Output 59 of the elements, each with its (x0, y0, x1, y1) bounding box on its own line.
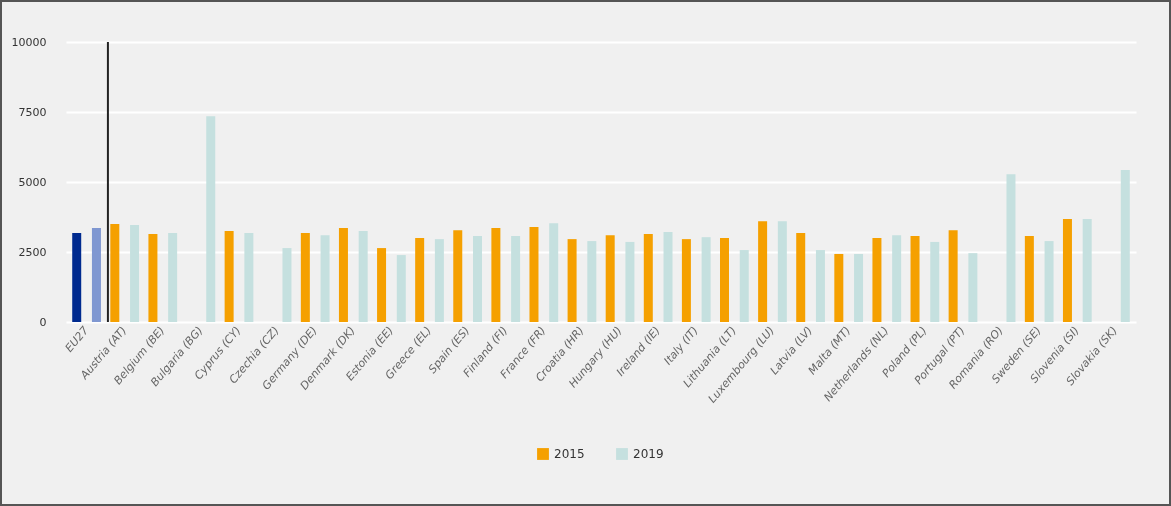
bar (930, 241, 940, 322)
bar (434, 239, 444, 322)
bar (130, 225, 140, 322)
bar (663, 232, 673, 322)
bar (872, 238, 882, 322)
bar (948, 230, 958, 322)
bar (1024, 236, 1034, 322)
bar (910, 236, 920, 322)
bar (1082, 218, 1092, 322)
bar (1062, 218, 1072, 322)
bar (358, 231, 368, 322)
legend-label: 2015 (554, 447, 585, 461)
bar (625, 241, 635, 322)
bar (472, 236, 482, 322)
bar (320, 235, 330, 322)
bar (300, 232, 310, 322)
bar (206, 116, 216, 322)
bar (224, 231, 234, 322)
y-tick-label: 0 (39, 315, 47, 329)
bar (338, 227, 348, 322)
bar (720, 238, 730, 322)
bar (244, 232, 254, 322)
bar (739, 250, 749, 322)
bar (777, 221, 787, 322)
bar (91, 227, 101, 322)
bar (796, 232, 806, 322)
bar (587, 241, 597, 322)
bar (168, 232, 178, 322)
bar (282, 248, 292, 322)
bar (968, 253, 978, 322)
bar (681, 239, 691, 322)
bar (815, 250, 825, 322)
bar (549, 223, 559, 322)
legend-label: 2019 (633, 447, 664, 461)
bar (892, 235, 902, 322)
bar (854, 253, 864, 322)
bar (511, 236, 521, 322)
y-tick-label: 10000 (11, 35, 47, 49)
bar (758, 221, 768, 322)
bar (567, 239, 577, 322)
bar (1044, 241, 1054, 322)
bar (529, 227, 539, 322)
bar (110, 224, 120, 322)
bar (834, 253, 844, 322)
bar (1006, 174, 1016, 322)
bar (701, 237, 711, 322)
bar (396, 255, 406, 322)
bar (148, 234, 158, 322)
y-tick-label: 7500 (18, 105, 47, 119)
bar (453, 230, 463, 322)
bar (415, 238, 425, 322)
bar (377, 248, 387, 322)
y-tick-label: 2500 (18, 245, 47, 259)
y-tick-label: 5000 (18, 175, 47, 189)
bar (643, 234, 653, 322)
bar (72, 232, 82, 322)
bar (491, 227, 501, 322)
bar (1120, 169, 1130, 322)
bar (605, 235, 615, 322)
